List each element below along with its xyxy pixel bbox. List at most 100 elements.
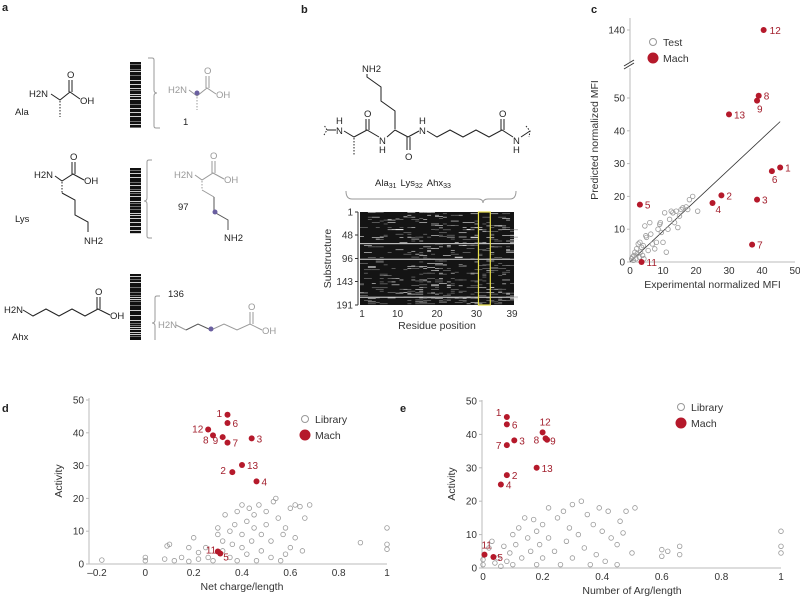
heatmap-y-label: Substructure — [322, 229, 334, 289]
heatmap-cell — [462, 242, 467, 243]
heatmap-cell — [367, 303, 376, 305]
heatmap-cell — [490, 270, 499, 272]
heatmap-cell — [470, 236, 479, 238]
barcode-stripe — [130, 206, 141, 207]
heatmap-cell — [435, 214, 439, 216]
library-point — [205, 554, 211, 561]
heatmap-cell — [419, 253, 424, 255]
library-point — [171, 558, 178, 564]
heatmap-cell — [506, 219, 511, 221]
library-point — [614, 541, 620, 548]
heatmap-cell — [466, 245, 475, 246]
heatmap-cell — [435, 270, 439, 272]
heatmap-cell — [423, 301, 428, 303]
heatmap-cell — [411, 219, 420, 220]
barcode-stripe — [130, 80, 141, 81]
barcode-stripe — [130, 226, 141, 227]
test-point — [673, 208, 679, 214]
library-point — [195, 549, 202, 556]
library-point — [258, 531, 265, 538]
library-point — [480, 556, 486, 563]
heatmap-cell — [411, 265, 416, 266]
heatmap-cell — [435, 286, 439, 288]
ala-oxygen: O — [67, 70, 74, 81]
b-o2: O — [405, 152, 412, 163]
heatmap-cell — [458, 279, 467, 281]
heatmap-cell — [431, 225, 436, 226]
mach-point-label: 4 — [262, 477, 268, 488]
heatmap-cell — [427, 212, 436, 213]
panel-b-label: b — [301, 4, 308, 16]
library-point — [239, 544, 245, 551]
residue-ahx: Ahx — [427, 178, 444, 189]
heatmap-cell — [478, 253, 483, 255]
heatmap-cell — [427, 292, 432, 294]
library-point — [575, 531, 582, 538]
ahx-sub-oxygen: O — [248, 302, 255, 313]
heatmap-cell — [458, 236, 467, 237]
mach-point — [497, 481, 504, 488]
library-point — [215, 525, 221, 531]
heatmap-cell — [415, 253, 420, 255]
test-point — [671, 219, 678, 226]
heatmap-cell — [510, 283, 514, 284]
heatmap-cell — [379, 237, 384, 238]
library-point — [277, 558, 284, 564]
library-point — [519, 555, 525, 561]
heatmap-cell — [379, 220, 384, 222]
heatmap-cell — [427, 249, 432, 251]
y-tick-label: 10 — [466, 530, 478, 541]
heatmap-cell — [427, 263, 436, 264]
y-tick-label: 40 — [73, 428, 85, 439]
heatmap-cell — [427, 248, 436, 249]
x-tick-label: 0.8 — [332, 568, 346, 579]
heatmap-cell — [450, 289, 459, 291]
heatmap-cell — [419, 240, 424, 242]
test-point — [633, 256, 639, 262]
legend-entry: Mach — [315, 430, 341, 442]
heatmap-cell — [470, 298, 479, 299]
heatmap-cell — [379, 278, 384, 279]
heatmap-cell — [438, 272, 443, 274]
heatmap-cell — [498, 225, 507, 227]
heatmap-y-tick: 191 — [336, 301, 353, 312]
library-point — [513, 541, 519, 548]
library-point — [676, 543, 683, 549]
heatmap-cell — [419, 266, 428, 267]
heatmap-cell — [419, 273, 424, 275]
heatmap-cell — [438, 301, 447, 303]
heatmap-cell — [367, 216, 372, 218]
heatmap-cell — [395, 218, 400, 219]
heatmap-cell — [411, 267, 420, 269]
mach-point-label: 13 — [247, 461, 259, 472]
heatmap-cell — [383, 234, 388, 236]
library-point — [665, 548, 671, 554]
test-point — [643, 234, 650, 241]
ahx-barcode — [130, 274, 141, 340]
heatmap-cell — [450, 214, 455, 216]
barcode-stripe — [130, 325, 141, 326]
heatmap-cell — [427, 214, 432, 216]
barcode-stripe — [130, 282, 141, 283]
library-point — [246, 505, 252, 511]
test-point — [629, 254, 636, 260]
y-tick-label: 140 — [608, 26, 625, 37]
mach-point — [210, 432, 216, 439]
heatmap-cell — [450, 292, 455, 294]
peptide-structure: H N O N H NH2 O H N O N H — [323, 64, 531, 163]
heatmap-cell — [498, 275, 503, 276]
mach-point-label: 9 — [550, 437, 556, 448]
mach-point-label: 5 — [497, 553, 503, 564]
heatmap-cell — [435, 225, 443, 226]
heatmap-cell — [423, 298, 428, 299]
heatmap-cell — [423, 246, 432, 248]
heatmap-cell — [490, 293, 499, 295]
heatmap-cell — [470, 238, 479, 240]
heatmap-cell — [383, 275, 392, 276]
ala-sub-amine: H2N — [168, 85, 187, 96]
library-point — [533, 561, 540, 568]
heatmap-cell — [490, 213, 499, 215]
heatmap-cell — [435, 263, 443, 264]
mach-point — [217, 550, 224, 557]
mach-point — [224, 439, 231, 446]
